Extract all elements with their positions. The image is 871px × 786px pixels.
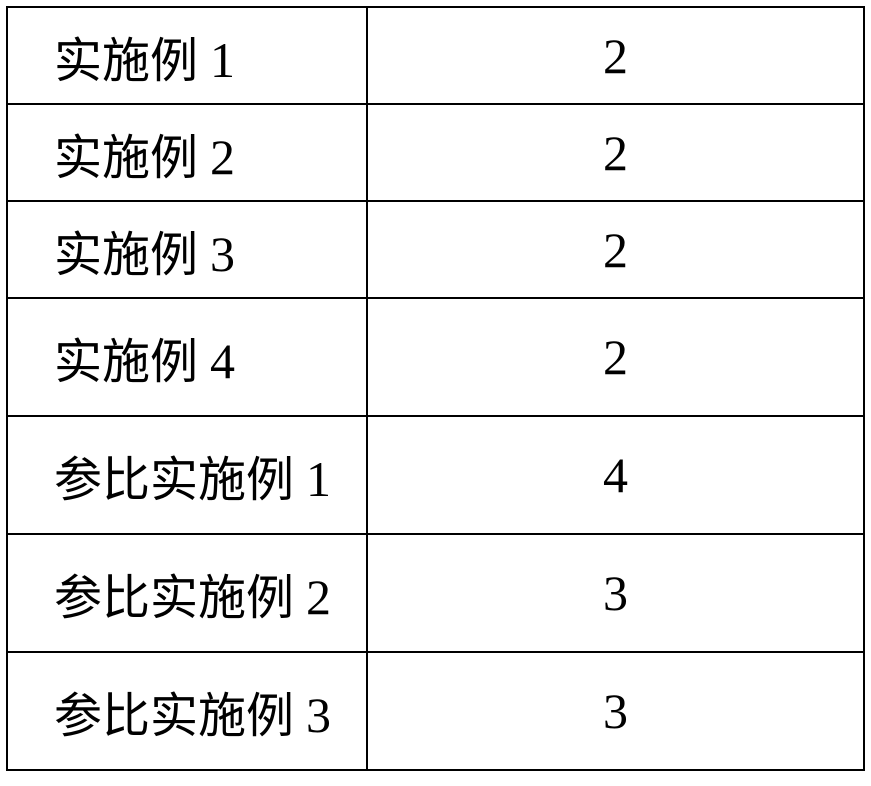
table-row: 实施例 1 2 (7, 7, 864, 104)
row-label-cell: 实施例 1 (7, 7, 367, 104)
table-row: 实施例 2 2 (7, 104, 864, 201)
label-num: 3 (306, 687, 331, 743)
value: 2 (603, 329, 628, 385)
label-num: 3 (210, 226, 235, 282)
label-num: 2 (306, 569, 331, 625)
label-prefix: 参比实施例 (54, 572, 294, 625)
label-prefix: 实施例 (54, 336, 198, 389)
label-num: 2 (210, 129, 235, 185)
row-value-cell: 2 (367, 104, 864, 201)
label-prefix: 实施例 (54, 229, 198, 282)
row-label-cell: 参比实施例 1 (7, 416, 367, 534)
label-num: 1 (210, 32, 235, 88)
table-row: 参比实施例 1 4 (7, 416, 864, 534)
label-prefix: 参比实施例 (54, 690, 294, 743)
data-table: 实施例 1 2 实施例 2 2 实施例 3 2 实施例 4 2 参比实施例 1 … (6, 6, 865, 771)
row-value-cell: 4 (367, 416, 864, 534)
row-value-cell: 3 (367, 534, 864, 652)
row-value-cell: 2 (367, 7, 864, 104)
table-row: 参比实施例 2 3 (7, 534, 864, 652)
label-num: 1 (306, 451, 331, 507)
row-label-cell: 参比实施例 3 (7, 652, 367, 770)
row-label-cell: 参比实施例 2 (7, 534, 367, 652)
row-value-cell: 2 (367, 201, 864, 298)
value: 3 (603, 683, 628, 739)
row-value-cell: 2 (367, 298, 864, 416)
value: 3 (603, 565, 628, 621)
label-prefix: 实施例 (54, 132, 198, 185)
data-table-wrapper: 实施例 1 2 实施例 2 2 实施例 3 2 实施例 4 2 参比实施例 1 … (6, 6, 865, 771)
table-row: 参比实施例 3 3 (7, 652, 864, 770)
row-label-cell: 实施例 4 (7, 298, 367, 416)
value: 2 (603, 222, 628, 278)
label-prefix: 参比实施例 (54, 454, 294, 507)
label-num: 4 (210, 333, 235, 389)
row-label-cell: 实施例 2 (7, 104, 367, 201)
value: 2 (603, 125, 628, 181)
table-row: 实施例 4 2 (7, 298, 864, 416)
row-value-cell: 3 (367, 652, 864, 770)
label-prefix: 实施例 (54, 35, 198, 88)
row-label-cell: 实施例 3 (7, 201, 367, 298)
table-row: 实施例 3 2 (7, 201, 864, 298)
value: 4 (603, 447, 628, 503)
value: 2 (603, 28, 628, 84)
